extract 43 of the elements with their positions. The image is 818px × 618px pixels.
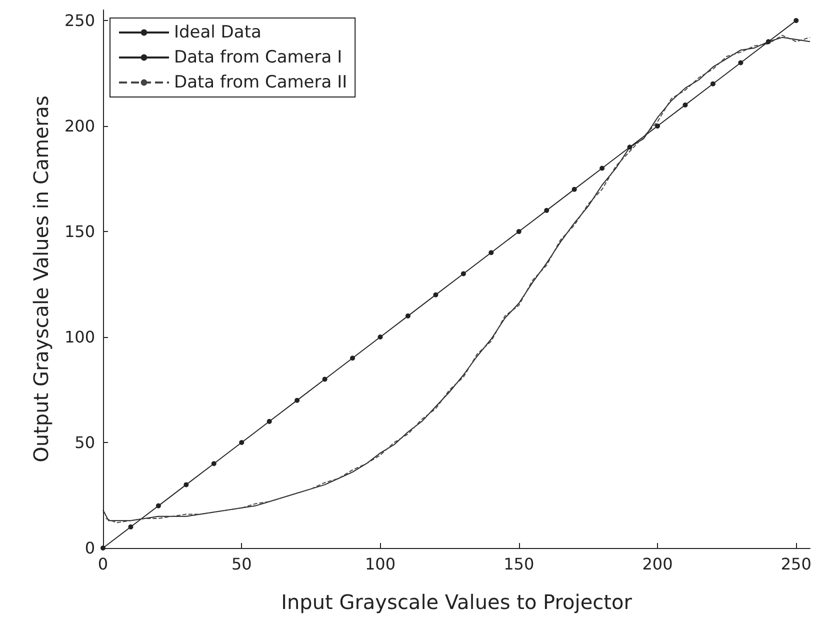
point — [405, 313, 410, 318]
point — [322, 376, 328, 382]
point — [350, 356, 356, 361]
point — [211, 461, 216, 466]
x-tick-label: 250 — [780, 554, 812, 574]
legend-label: Ideal Data — [174, 22, 262, 42]
point — [128, 524, 134, 530]
point — [738, 60, 744, 66]
x-axis-title: Input Grayscale Values to Projector — [281, 590, 633, 614]
x-tick-label: 50 — [231, 554, 252, 574]
point — [156, 503, 161, 508]
y-tick-label: 200 — [64, 116, 95, 136]
point — [488, 250, 494, 256]
point — [655, 124, 660, 129]
point — [460, 271, 466, 276]
point — [682, 102, 688, 108]
point — [766, 39, 771, 44]
point — [572, 186, 577, 192]
point — [600, 166, 605, 171]
point — [294, 398, 300, 403]
point — [433, 292, 438, 298]
y-tick-label: 150 — [64, 222, 95, 242]
y-tick-label: 100 — [64, 328, 95, 347]
point — [516, 229, 522, 234]
point — [710, 81, 716, 86]
point — [794, 18, 799, 24]
y-tick-label: 0 — [84, 538, 95, 558]
point — [544, 208, 550, 213]
legend-label: Data from Camera II — [174, 72, 348, 92]
point — [100, 546, 106, 550]
y-axis-title: Output Grayscale Values in Cameras — [29, 96, 53, 462]
x-tick-label: 100 — [364, 554, 396, 574]
legend-label: Data from Camera I — [174, 48, 342, 68]
y-tick-label: 250 — [64, 11, 95, 30]
point — [184, 482, 189, 488]
x-tick-label: 200 — [642, 554, 673, 574]
x-tick-label: 0 — [98, 554, 108, 574]
x-tick-label: 150 — [504, 554, 534, 574]
y-tick-label: 50 — [74, 433, 95, 452]
point — [266, 418, 272, 424]
point — [239, 440, 244, 446]
point — [627, 144, 632, 150]
point — [378, 334, 383, 340]
